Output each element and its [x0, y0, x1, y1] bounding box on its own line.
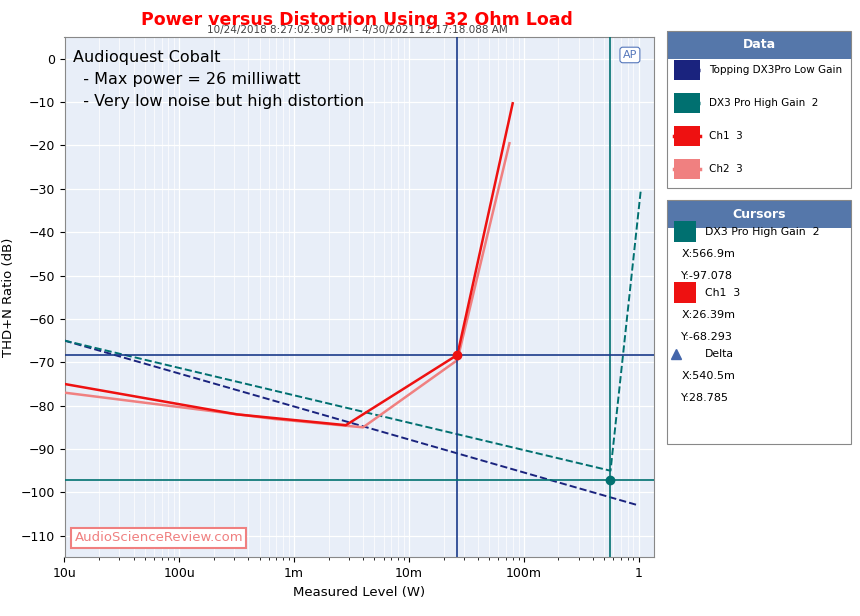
- Text: X:26.39m: X:26.39m: [681, 310, 735, 320]
- Y-axis label: THD+N Ratio (dB): THD+N Ratio (dB): [2, 238, 15, 357]
- Text: Audioquest Cobalt
  - Max power = 26 milliwatt
  - Very low noise but high disto: Audioquest Cobalt - Max power = 26 milli…: [73, 50, 365, 110]
- X-axis label: Measured Level (W): Measured Level (W): [293, 586, 425, 599]
- Text: DX3 Pro High Gain  2: DX3 Pro High Gain 2: [709, 98, 819, 108]
- Bar: [674, 221, 696, 241]
- Text: Delta: Delta: [705, 349, 734, 360]
- Text: X:540.5m: X:540.5m: [681, 371, 735, 381]
- Text: Cursors: Cursors: [732, 208, 786, 221]
- Text: AudioScienceReview.com: AudioScienceReview.com: [75, 532, 243, 545]
- Bar: [674, 126, 700, 146]
- Bar: [666, 200, 851, 228]
- Text: Y:-97.078: Y:-97.078: [681, 270, 734, 281]
- Text: Ch1  3: Ch1 3: [705, 288, 740, 298]
- Text: Topping DX3Pro Low Gain: Topping DX3Pro Low Gain: [709, 65, 842, 75]
- Text: Power versus Distortion Using 32 Ohm Load: Power versus Distortion Using 32 Ohm Loa…: [141, 11, 573, 29]
- Bar: [666, 31, 851, 59]
- Bar: [674, 60, 700, 80]
- Text: 10/24/2018 8:27:02.909 PM - 4/30/2021 12:17:18.088 AM: 10/24/2018 8:27:02.909 PM - 4/30/2021 12…: [206, 25, 507, 34]
- Text: DX3 Pro High Gain  2: DX3 Pro High Gain 2: [705, 227, 820, 237]
- Text: AP: AP: [623, 50, 637, 60]
- Text: Data: Data: [742, 38, 776, 52]
- Text: Ch2  3: Ch2 3: [709, 164, 743, 174]
- Bar: [674, 159, 700, 179]
- Text: Ch1  3: Ch1 3: [709, 131, 743, 141]
- Text: Y:-68.293: Y:-68.293: [681, 332, 734, 342]
- Bar: [674, 282, 696, 303]
- Text: X:566.9m: X:566.9m: [681, 249, 735, 259]
- Text: Y:28.785: Y:28.785: [681, 393, 729, 403]
- Bar: [674, 93, 700, 113]
